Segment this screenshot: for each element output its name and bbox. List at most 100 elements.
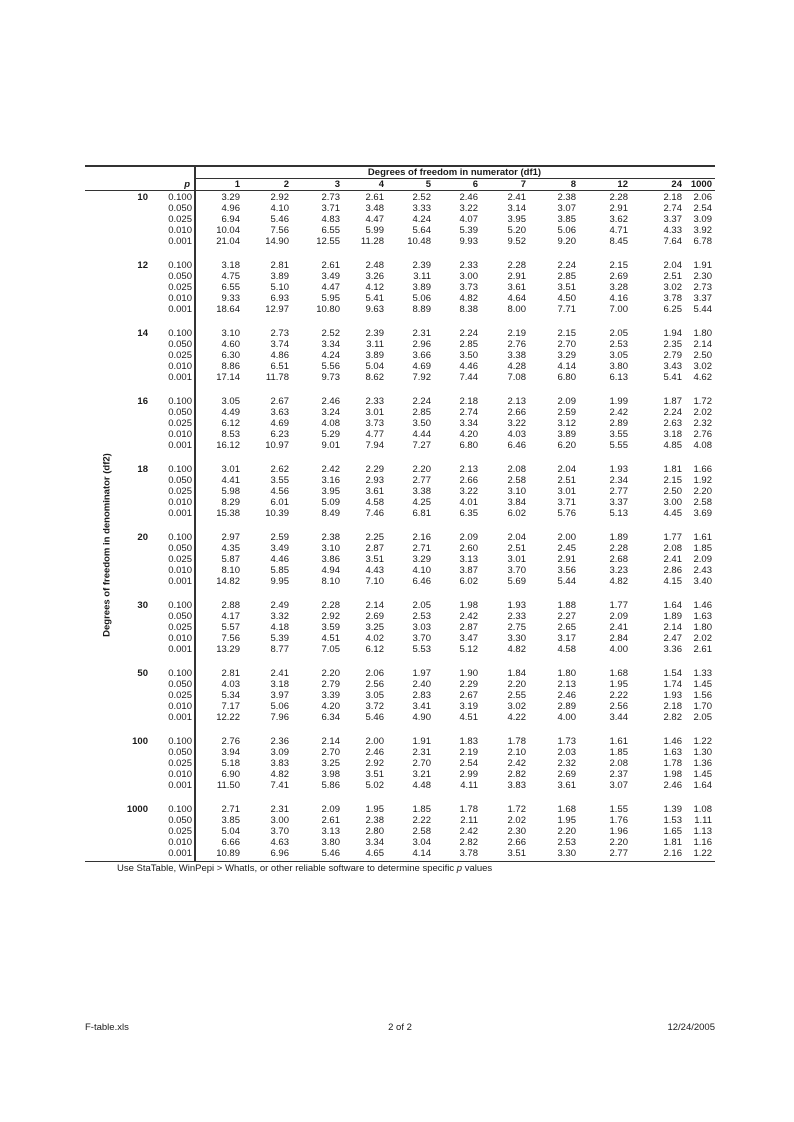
- f-value-cell: 2.41: [270, 668, 290, 679]
- p-value-cell: 0.100: [168, 600, 192, 611]
- f-value-cell: 7.41: [270, 779, 290, 791]
- f-value-cell: 1.70: [693, 700, 713, 712]
- p-value-cell: 0.050: [168, 746, 192, 758]
- f-value-cell: 3.73: [459, 281, 479, 293]
- f-value-cell: 4.01: [459, 496, 479, 508]
- f-value-cell: 2.92: [270, 192, 290, 203]
- note-text: Use StaTable, WinPepi > WhatIs, or other…: [117, 863, 455, 874]
- footer-date: 12/24/2005: [667, 1022, 715, 1033]
- f-value-cell: 3.01: [557, 485, 577, 497]
- f-value-cell: 3.18: [221, 260, 241, 271]
- f-value-cell: 2.70: [557, 338, 577, 350]
- f-value-cell: 3.16: [321, 474, 341, 486]
- p-value-cell: 0.025: [168, 825, 192, 837]
- table-top-rule: [85, 165, 715, 167]
- f-value-cell: 2.56: [365, 678, 385, 690]
- f-value-cell: 2.28: [507, 260, 527, 271]
- f-value-cell: 2.81: [221, 668, 241, 679]
- f-value-cell: 1.80: [693, 328, 713, 339]
- f-value-cell: 2.82: [459, 836, 479, 848]
- f-value-cell: 3.78: [459, 847, 479, 859]
- row-group-label-df2-1000: 1000: [126, 804, 148, 815]
- f-value-cell: 8.10: [221, 564, 241, 576]
- f-value-cell: 2.42: [609, 406, 629, 418]
- f-value-cell: 2.13: [507, 396, 527, 407]
- f-value-cell: 2.56: [609, 700, 629, 712]
- p-value-cell: 0.025: [168, 621, 192, 633]
- f-value-cell: 1.22: [693, 736, 713, 747]
- f-value-cell: 1.63: [663, 746, 683, 758]
- f-value-cell: 2.46: [557, 689, 577, 701]
- f-value-cell: 2.87: [365, 542, 385, 554]
- f-value-cell: 3.55: [270, 474, 290, 486]
- f-value-cell: 2.73: [321, 192, 341, 203]
- f-value-cell: 2.13: [557, 678, 577, 690]
- f-value-cell: 6.34: [321, 711, 341, 723]
- f-value-cell: 6.81: [412, 507, 432, 519]
- f-value-cell: 4.69: [270, 417, 290, 429]
- f-value-cell: 4.00: [609, 643, 629, 655]
- f-value-cell: 4.60: [221, 338, 241, 350]
- p-value-cell: 0.001: [168, 643, 192, 655]
- f-value-cell: 3.80: [609, 360, 629, 372]
- f-value-cell: 2.82: [507, 768, 527, 780]
- f-value-cell: 1.45: [693, 678, 713, 690]
- f-value-cell: 2.03: [557, 746, 577, 758]
- f-value-cell: 1.99: [609, 396, 629, 407]
- p-value-cell: 0.100: [168, 804, 192, 815]
- f-value-cell: 2.34: [609, 474, 629, 486]
- f-value-cell: 2.37: [609, 768, 629, 780]
- f-value-cell: 2.58: [693, 496, 713, 508]
- f-value-cell: 3.83: [270, 757, 290, 769]
- f-value-cell: 1.64: [693, 779, 713, 791]
- f-value-cell: 9.63: [365, 303, 385, 315]
- f-value-cell: 2.69: [609, 270, 629, 282]
- f-value-cell: 2.32: [557, 757, 577, 769]
- p-value-cell: 0.100: [168, 736, 192, 747]
- f-value-cell: 3.07: [609, 779, 629, 791]
- f-value-cell: 5.12: [459, 643, 479, 655]
- f-value-cell: 2.16: [663, 847, 683, 859]
- f-value-cell: 2.29: [365, 464, 385, 475]
- f-value-cell: 2.22: [412, 814, 432, 826]
- f-value-cell: 1.95: [557, 814, 577, 826]
- f-value-cell: 2.05: [609, 328, 629, 339]
- f-value-cell: 6.01: [270, 496, 290, 508]
- f-value-cell: 1.13: [693, 825, 713, 837]
- f-value-cell: 1.83: [459, 736, 479, 747]
- f-value-cell: 2.89: [557, 700, 577, 712]
- f-value-cell: 3.05: [365, 689, 385, 701]
- column-header-df1-2: 2: [283, 179, 289, 190]
- f-value-cell: 13.29: [216, 643, 240, 655]
- f-value-cell: 2.63: [663, 417, 683, 429]
- f-value-cell: 4.69: [412, 360, 432, 372]
- f-value-cell: 3.70: [270, 825, 290, 837]
- f-value-cell: 7.92: [412, 371, 432, 383]
- f-value-cell: 3.25: [321, 757, 341, 769]
- f-value-cell: 3.50: [412, 417, 432, 429]
- f-value-cell: 3.18: [270, 678, 290, 690]
- f-value-cell: 4.35: [221, 542, 241, 554]
- f-value-cell: 2.46: [459, 192, 479, 203]
- f-value-cell: 6.80: [557, 371, 577, 383]
- f-value-cell: 5.44: [557, 575, 577, 587]
- row-group-label-df2-30: 30: [137, 600, 148, 611]
- p-value-cell: 0.010: [168, 428, 192, 440]
- f-value-cell: 1.33: [693, 668, 713, 679]
- f-value-cell: 3.56: [557, 564, 577, 576]
- f-value-cell: 1.92: [693, 474, 713, 486]
- f-value-cell: 8.89: [412, 303, 432, 315]
- p-value-cell: 0.010: [168, 564, 192, 576]
- f-value-cell: 4.43: [365, 564, 385, 576]
- f-value-cell: 5.55: [609, 439, 629, 451]
- f-value-cell: 2.92: [365, 757, 385, 769]
- f-value-cell: 2.87: [459, 621, 479, 633]
- column-header-df1-5: 5: [425, 179, 431, 190]
- f-value-cell: 1.85: [693, 542, 713, 554]
- f-value-cell: 3.07: [557, 202, 577, 214]
- f-value-cell: 2.88: [221, 600, 241, 611]
- f-value-cell: 7.94: [365, 439, 385, 451]
- f-value-cell: 4.02: [365, 632, 385, 644]
- p-value-cell: 0.010: [168, 360, 192, 372]
